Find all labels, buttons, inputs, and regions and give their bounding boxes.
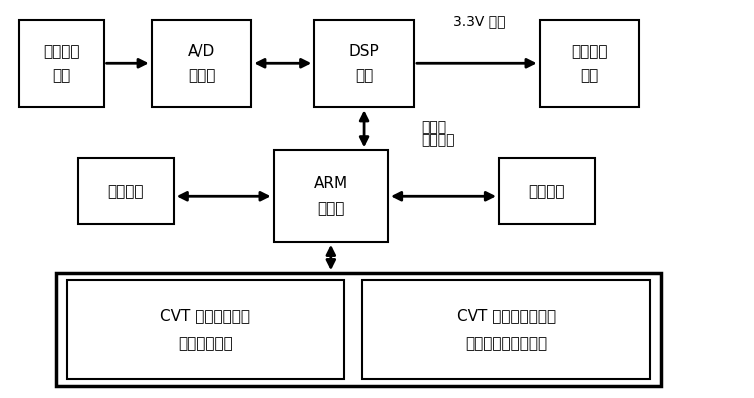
Text: ARM: ARM [314,176,348,191]
Bar [274,150,388,242]
Text: 3.3V 供电: 3.3V 供电 [452,15,505,29]
Text: 电源控制: 电源控制 [572,44,608,59]
Text: CVT 谐波电压测量误: CVT 谐波电压测量误 [457,308,556,323]
Bar [78,158,173,224]
Bar [19,20,103,107]
Text: 接口: 接口 [52,68,70,83]
Bar [540,20,639,107]
Text: 采样板: 采样板 [188,68,215,83]
Text: DSP: DSP [348,44,379,59]
Bar [314,20,414,107]
Text: 通讯接口: 通讯接口 [108,184,144,199]
Bar [66,280,344,379]
Bar [56,273,661,386]
Bar [152,20,251,107]
Text: A/D: A/D [188,44,215,59]
Text: CVT 谐波电压测量: CVT 谐波电压测量 [160,308,250,323]
Text: 全双工: 全双工 [421,120,446,134]
Text: 芯片: 芯片 [355,68,373,83]
Bar [499,158,595,224]
Bar [362,280,651,379]
Text: 误差补偿模块: 误差补偿模块 [178,336,232,351]
Text: 处理器: 处理器 [317,201,345,217]
Text: 差补偿数据导出模块: 差补偿数据导出模块 [465,336,547,351]
Text: 信号采集: 信号采集 [43,44,79,59]
Text: 串口通信: 串口通信 [421,133,455,148]
Text: 电路: 电路 [581,68,599,83]
Text: 存储电路: 存储电路 [529,184,566,199]
